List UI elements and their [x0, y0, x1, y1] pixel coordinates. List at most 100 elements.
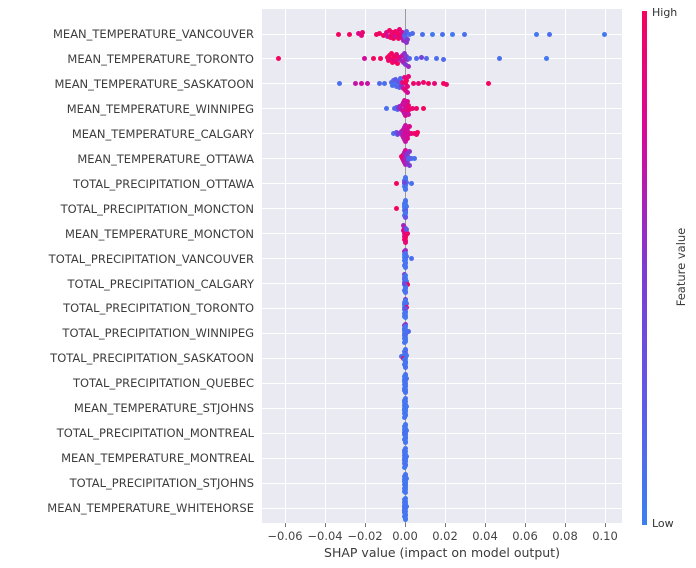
shap-point: [336, 81, 342, 87]
shap-point: [402, 265, 408, 271]
shap-point: [398, 83, 404, 89]
x-tick-label: 0.10: [592, 529, 618, 543]
shap-point: [386, 53, 392, 59]
shap-point: [404, 227, 410, 233]
shap-point: [401, 98, 407, 104]
y-tick-label: MEAN_TEMPERATURE_CALGARY: [71, 126, 254, 141]
shap-point: [388, 51, 394, 57]
shap-point: [402, 104, 408, 110]
x-gridline: [284, 9, 286, 523]
shap-point: [402, 156, 408, 162]
shap-point: [402, 123, 408, 129]
y-gridline: [262, 507, 622, 509]
x-tick-mark: [445, 523, 446, 527]
colorbar-low-label: Low: [652, 517, 674, 530]
shap-point: [352, 81, 358, 87]
shap-point: [393, 206, 399, 212]
shap-point: [404, 84, 410, 90]
shap-point: [402, 113, 408, 119]
x-tick-label: 0.08: [552, 529, 578, 543]
shap-point: [414, 130, 420, 136]
shap-point: [398, 34, 404, 40]
shap-point: [406, 56, 412, 62]
shap-point: [358, 81, 364, 87]
shap-point: [402, 439, 408, 445]
shap-point: [391, 54, 397, 60]
y-tick-label: TOTAL_PRECIPITATION_OTTAWA: [73, 176, 254, 191]
shap-point: [401, 339, 407, 345]
shap-point: [418, 55, 424, 61]
shap-point: [380, 32, 386, 38]
shap-point: [402, 390, 408, 396]
shap-point: [402, 327, 408, 333]
shap-point: [443, 82, 449, 88]
y-gridline: [262, 133, 622, 135]
shap-point: [335, 31, 341, 37]
shap-point: [403, 78, 409, 84]
shap-point: [425, 81, 431, 87]
shap-point: [392, 77, 398, 83]
shap-point: [408, 181, 414, 187]
shap-point: [546, 31, 552, 37]
y-tick-label: MEAN_TEMPERATURE_STJOHNS: [73, 401, 254, 416]
x-tick-label: 0.04: [472, 529, 498, 543]
x-tick-mark: [525, 523, 526, 527]
x-gridline: [444, 9, 446, 523]
shap-point: [373, 31, 379, 37]
y-gridline: [262, 208, 622, 210]
y-gridline: [262, 457, 622, 459]
y-gridline: [262, 332, 622, 334]
shap-point: [401, 75, 407, 81]
shap-point: [390, 35, 396, 41]
shap-point: [403, 489, 409, 495]
y-tick-label: TOTAL_PRECIPITATION_VANCOUVER: [48, 251, 254, 266]
shap-point: [402, 507, 408, 513]
shap-point: [395, 35, 401, 41]
shap-point: [396, 26, 402, 32]
shap-point: [402, 187, 408, 193]
shap-point: [433, 56, 439, 62]
shap-point: [383, 29, 389, 35]
x-gridline: [564, 9, 566, 523]
shap-point: [402, 314, 408, 320]
shap-point: [396, 55, 402, 61]
shap-point: [420, 80, 426, 86]
shap-point: [402, 364, 408, 370]
shap-point: [376, 30, 382, 36]
y-tick-label: MEAN_TEMPERATURE_VANCOUVER: [53, 27, 254, 41]
x-tick-label: 0.06: [512, 529, 538, 543]
y-tick-label: TOTAL_PRECIPITATION_SASKATOON: [50, 351, 254, 366]
y-tick-label: TOTAL_PRECIPITATION_STJOHNS: [69, 476, 254, 491]
shap-point: [389, 60, 395, 66]
x-tick-mark: [285, 523, 286, 527]
colorbar-high-label: High: [652, 6, 678, 19]
y-tick-label: MEAN_TEMPERATURE_WINNIPEG: [66, 101, 254, 116]
y-gridline: [262, 283, 622, 284]
x-tick-mark: [565, 523, 566, 527]
shap-point: [401, 180, 407, 186]
shap-point: [543, 56, 549, 62]
shap-point: [405, 328, 411, 334]
y-gridline: [262, 233, 622, 235]
shap-point: [403, 28, 409, 34]
shap-point: [404, 99, 410, 105]
y-tick-label: TOTAL_PRECIPITATION_CALGARY: [67, 276, 254, 291]
shap-point: [361, 56, 367, 62]
x-tick-label: −0.02: [347, 529, 383, 543]
y-tick-label: TOTAL_PRECIPITATION_QUEBEC: [72, 376, 254, 391]
shap-point: [395, 131, 401, 137]
x-tick-mark: [365, 523, 366, 527]
shap-point: [403, 54, 409, 60]
shap-point: [402, 139, 408, 145]
shap-point: [393, 52, 399, 58]
shap-point: [402, 131, 408, 137]
plot-area: [262, 9, 622, 523]
shap-point: [390, 131, 396, 137]
shap-point: [405, 132, 411, 138]
shap-point: [409, 106, 415, 112]
shap-point: [402, 290, 408, 295]
y-tick-label: MEAN_TEMPERATURE_OTTAWA: [77, 151, 254, 166]
shap-point: [355, 30, 361, 36]
shap-point: [399, 53, 405, 59]
shap-point: [411, 156, 417, 162]
